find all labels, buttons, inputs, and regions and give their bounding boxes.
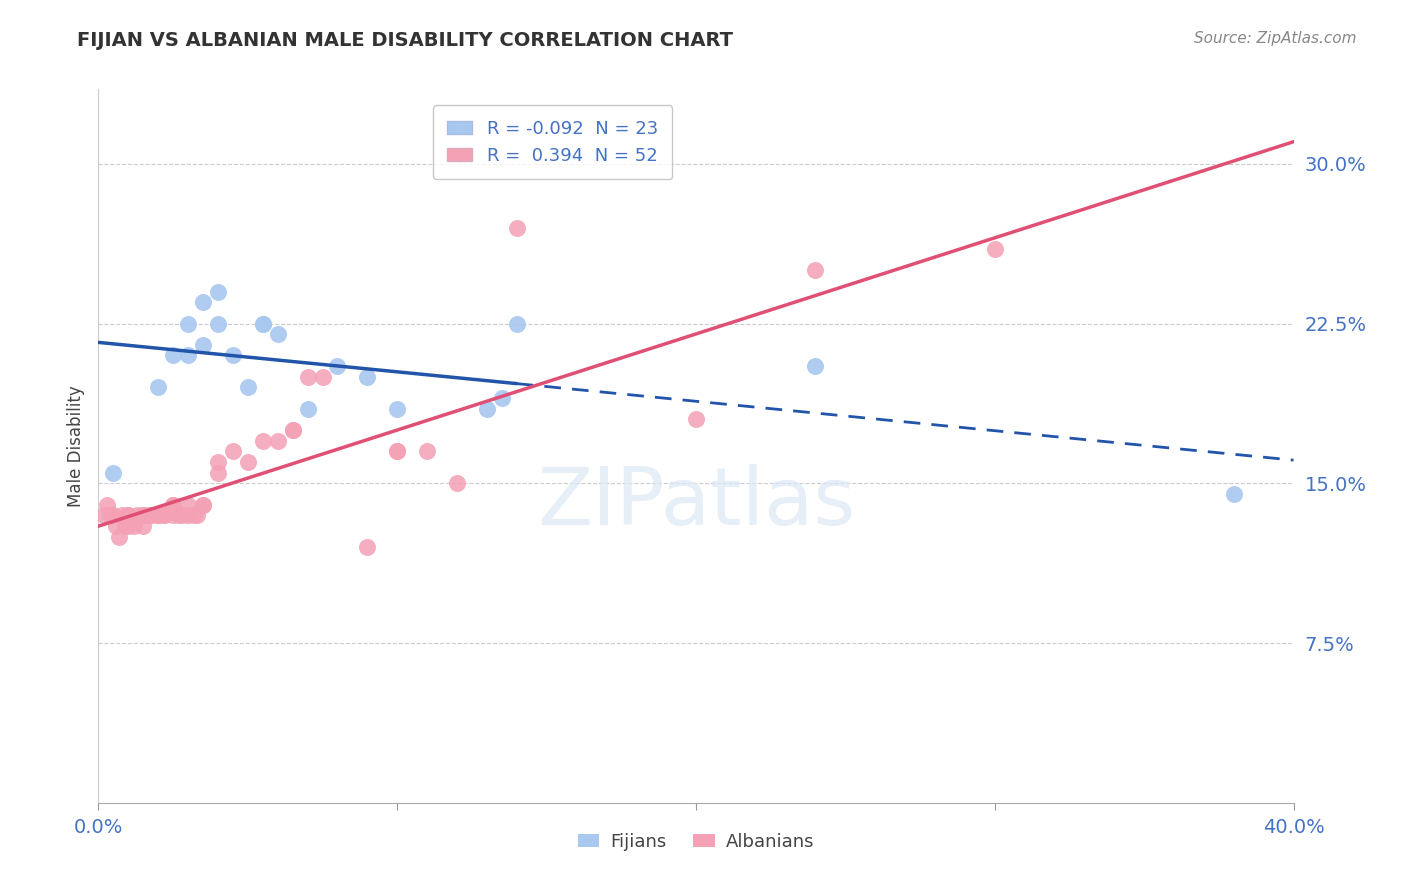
Point <box>108 529 131 543</box>
Point <box>252 434 274 448</box>
Text: ZIPatlas: ZIPatlas <box>537 464 855 542</box>
Point <box>132 508 155 523</box>
Point <box>153 508 176 523</box>
Point <box>132 508 155 523</box>
Point <box>685 412 707 426</box>
Point <box>162 508 184 523</box>
Point <box>207 317 229 331</box>
Point <box>267 434 290 448</box>
Point <box>127 508 149 523</box>
Point <box>177 498 200 512</box>
Point <box>162 349 184 363</box>
Point <box>103 466 125 480</box>
Point <box>804 263 827 277</box>
Point <box>236 455 259 469</box>
Point <box>984 242 1007 256</box>
Point <box>93 508 115 523</box>
Point <box>356 369 378 384</box>
Point <box>153 508 176 523</box>
Point <box>252 317 274 331</box>
Point <box>114 519 136 533</box>
Point <box>172 508 194 523</box>
Point <box>1223 487 1246 501</box>
Point <box>804 359 827 373</box>
Point <box>281 423 304 437</box>
Point <box>191 295 214 310</box>
Point <box>252 317 274 331</box>
Point <box>491 391 513 405</box>
Point <box>281 423 304 437</box>
Point <box>385 444 409 458</box>
Text: FIJIAN VS ALBANIAN MALE DISABILITY CORRELATION CHART: FIJIAN VS ALBANIAN MALE DISABILITY CORRE… <box>77 31 734 50</box>
Point <box>236 380 259 394</box>
Point <box>326 359 349 373</box>
Point <box>177 508 200 523</box>
Point <box>117 519 139 533</box>
Point <box>207 455 229 469</box>
Point <box>297 369 319 384</box>
Point <box>103 508 125 523</box>
Text: Source: ZipAtlas.com: Source: ZipAtlas.com <box>1194 31 1357 46</box>
Point <box>138 508 160 523</box>
Point <box>207 466 229 480</box>
Point <box>96 498 118 512</box>
Point <box>297 401 319 416</box>
Point <box>148 508 170 523</box>
Point <box>98 508 122 523</box>
Point <box>385 444 409 458</box>
Point <box>167 508 190 523</box>
Point <box>191 498 214 512</box>
Point <box>416 444 439 458</box>
Point <box>141 508 163 523</box>
Point <box>446 476 468 491</box>
Point <box>132 519 155 533</box>
Point <box>191 338 214 352</box>
Point <box>475 401 498 416</box>
Point <box>222 349 245 363</box>
Point <box>222 444 245 458</box>
Point <box>311 369 333 384</box>
Point <box>183 508 205 523</box>
Point <box>105 519 128 533</box>
Point <box>111 508 134 523</box>
Point <box>267 327 290 342</box>
Point <box>162 498 184 512</box>
Point <box>191 498 214 512</box>
Point <box>117 508 139 523</box>
Point <box>162 498 184 512</box>
Point <box>356 540 378 554</box>
Point <box>177 349 200 363</box>
Point <box>385 401 409 416</box>
Legend: Fijians, Albanians: Fijians, Albanians <box>571 826 821 858</box>
Point <box>506 317 529 331</box>
Point <box>117 508 139 523</box>
Point <box>177 317 200 331</box>
Point <box>148 508 170 523</box>
Point <box>207 285 229 299</box>
Point <box>186 508 208 523</box>
Y-axis label: Male Disability: Male Disability <box>66 385 84 507</box>
Point <box>124 519 146 533</box>
Point <box>148 380 170 394</box>
Point <box>506 220 529 235</box>
